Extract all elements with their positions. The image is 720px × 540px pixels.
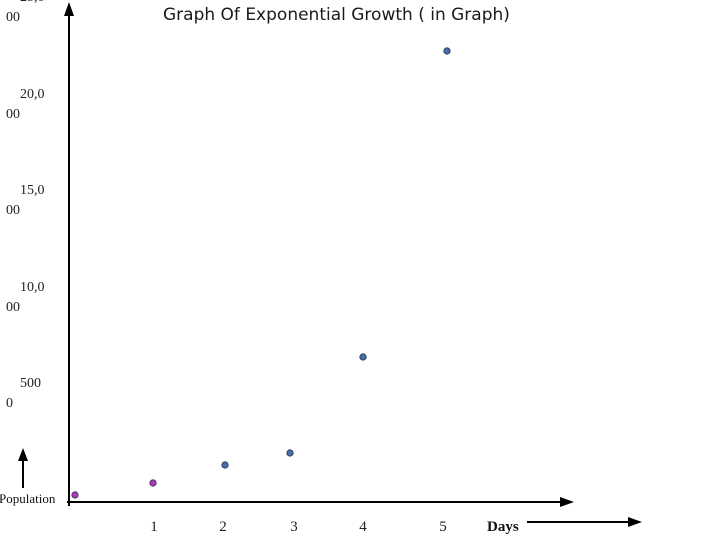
data-point [359, 353, 367, 361]
x-tick-label: 4 [359, 519, 367, 535]
y-tick-label-line2: 00 [6, 10, 20, 25]
days-arrow-head [628, 517, 642, 527]
y-tick-label: 15,0 00 [6, 181, 76, 221]
y-tick-label: 20,0 00 [6, 85, 76, 125]
y-tick-label: 25,0 00 [6, 0, 76, 28]
x-tick-label: 2 [219, 519, 227, 535]
y-tick-label-line1: 25,0 [6, 0, 76, 8]
y-tick-label-line1: 20,0 [20, 87, 45, 102]
data-point [221, 461, 229, 469]
data-point [286, 449, 294, 457]
y-tick-label-line2: 00 [6, 300, 20, 315]
data-point [443, 47, 451, 55]
y-tick-label-line1: 15,0 [20, 183, 45, 198]
y-tick-label: 500 0 [6, 374, 76, 414]
y-axis-label: Population [0, 491, 56, 506]
chart-points [71, 47, 451, 499]
y-tick-label-line2: 00 [6, 107, 20, 122]
y-tick-label-line2: 0 [6, 396, 13, 411]
data-point [71, 491, 79, 499]
x-tick-label: 1 [150, 519, 158, 535]
x-tick-label: 3 [290, 519, 298, 535]
y-tick-label-line1: 500 [20, 376, 41, 391]
chart-title: Graph Of Exponential Growth ( in Graph) [163, 5, 510, 25]
x-tick-label: 5 [439, 519, 447, 535]
chart-axes [18, 2, 642, 527]
y-tick-label: 10,0 00 [6, 278, 76, 318]
x-axis-arrowhead [560, 497, 574, 507]
y-axis-arrowhead [64, 2, 74, 16]
x-axis-label: Days [487, 519, 519, 535]
y-tick-label-line2: 00 [6, 203, 20, 218]
y-tick-label-line1: 10,0 [20, 280, 45, 295]
data-point [149, 479, 157, 487]
population-arrow-head [18, 448, 28, 461]
